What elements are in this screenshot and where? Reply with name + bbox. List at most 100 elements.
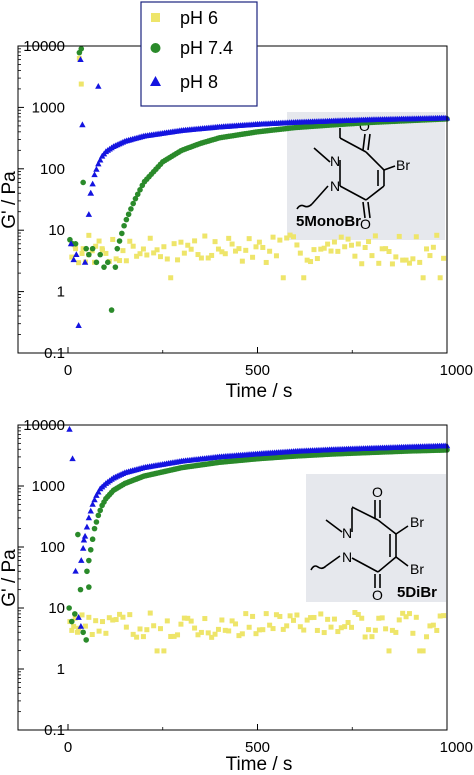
x-tick-label: 1000 [440, 362, 473, 379]
data-point-ph8 [89, 500, 96, 507]
atom-label: O [372, 587, 383, 603]
molecule-5monobr [296, 128, 396, 219]
data-point-ph74 [97, 251, 104, 258]
data-point-ph6 [260, 244, 266, 250]
data-point-ph6 [175, 257, 181, 263]
data-point-ph74 [121, 222, 127, 229]
data-point-ph6 [379, 615, 385, 621]
data-point-ph6 [352, 253, 358, 259]
data-point-ph6 [192, 238, 198, 244]
legend-marker-circle [150, 43, 161, 53]
legend-label: pH 7.4 [180, 38, 233, 58]
data-point-ph6 [134, 634, 140, 640]
data-point-ph6 [202, 616, 208, 622]
data-point-ph6 [434, 627, 440, 633]
data-point-ph6 [383, 626, 389, 632]
data-point-ph6 [195, 252, 201, 258]
data-point-ph6 [420, 275, 426, 281]
data-point-ph6 [304, 617, 310, 623]
data-point-ph8 [72, 567, 79, 574]
data-point-ph6 [205, 630, 211, 636]
data-point-ph6 [99, 247, 105, 253]
data-point-ph6 [437, 275, 443, 281]
data-point-ph6 [161, 244, 167, 250]
data-point-ph8 [97, 156, 104, 163]
y-tick-label: 10 [48, 600, 65, 617]
data-point-ph8 [85, 514, 93, 521]
data-point-ph6 [372, 627, 378, 633]
data-point-ph74 [123, 216, 130, 223]
data-point-ph74 [80, 179, 86, 186]
data-point-ph8 [77, 622, 85, 629]
data-point-ph6 [82, 623, 88, 629]
marks-layer [66, 425, 451, 654]
data-point-ph6 [430, 622, 436, 628]
data-point-ph6 [93, 618, 99, 624]
legend-label: pH 6 [180, 8, 218, 28]
data-point-ph6 [362, 634, 368, 640]
data-point-ph6 [250, 613, 256, 619]
data-point-ph8 [87, 189, 94, 196]
data-point-ph8 [85, 211, 93, 217]
data-point-ph6 [154, 247, 160, 253]
data-point-ph74 [72, 611, 78, 617]
data-point-ph6 [359, 615, 365, 621]
y-tick-label: 10000 [23, 38, 65, 55]
data-point-ph6 [366, 627, 372, 633]
data-point-ph6 [188, 246, 194, 252]
data-point-ph6 [335, 248, 341, 254]
y-tick-label: 1 [57, 661, 65, 678]
data-point-ph6 [106, 615, 112, 621]
data-point-ph6 [130, 243, 136, 249]
data-point-ph6 [80, 246, 86, 252]
data-point-ph6 [69, 627, 75, 633]
data-point-ph6 [400, 610, 406, 616]
data-point-ph74 [108, 307, 115, 313]
data-point-ph6 [117, 611, 123, 617]
data-point-ph74 [93, 259, 100, 266]
data-point-ph6 [86, 614, 92, 620]
data-point-ph6 [239, 631, 245, 637]
data-point-ph6 [195, 632, 201, 638]
data-point-ph6 [113, 617, 119, 623]
data-point-ph74 [128, 206, 134, 212]
data-point-ph6 [379, 246, 385, 252]
marks-layer [67, 46, 451, 328]
data-point-ph74 [114, 245, 121, 252]
data-point-ph8 [79, 544, 87, 551]
data-point-ph6 [325, 616, 331, 622]
data-point-ph6 [157, 626, 163, 632]
molecule-5dibr [310, 500, 409, 588]
data-point-ph6 [294, 612, 300, 618]
data-point-ph6 [192, 625, 198, 631]
data-point-ph74 [86, 584, 92, 590]
plot-area-frame [17, 424, 448, 731]
data-point-ph6 [386, 248, 392, 254]
data-point-ph74 [78, 46, 85, 52]
data-point-ph6 [427, 623, 433, 629]
data-point-ph6 [96, 628, 102, 634]
data-point-ph8 [91, 171, 98, 178]
data-point-ph6 [188, 618, 194, 624]
data-point-ph6 [219, 617, 225, 623]
data-point-ph6 [280, 626, 286, 632]
data-point-ph6 [369, 253, 375, 259]
data-point-ph6 [314, 627, 320, 633]
data-point-ph8 [70, 256, 77, 263]
data-point-ph74 [97, 507, 104, 514]
data-point-ph8 [81, 258, 89, 265]
data-point-ph6 [328, 624, 334, 630]
data-point-ph6 [376, 260, 382, 266]
data-point-ph74 [86, 557, 92, 564]
data-point-ph8 [93, 492, 100, 498]
data-point-ph6 [256, 239, 262, 245]
data-point-ph6 [284, 623, 290, 629]
data-point-ph6 [157, 254, 163, 260]
data-point-ph6 [72, 615, 78, 621]
data-point-ph6 [171, 241, 177, 247]
data-point-ph74 [119, 230, 125, 237]
atom-label: Br [396, 157, 410, 173]
data-point-ph74 [80, 629, 86, 636]
data-point-ph6 [430, 244, 436, 250]
data-point-ph6 [413, 234, 419, 240]
